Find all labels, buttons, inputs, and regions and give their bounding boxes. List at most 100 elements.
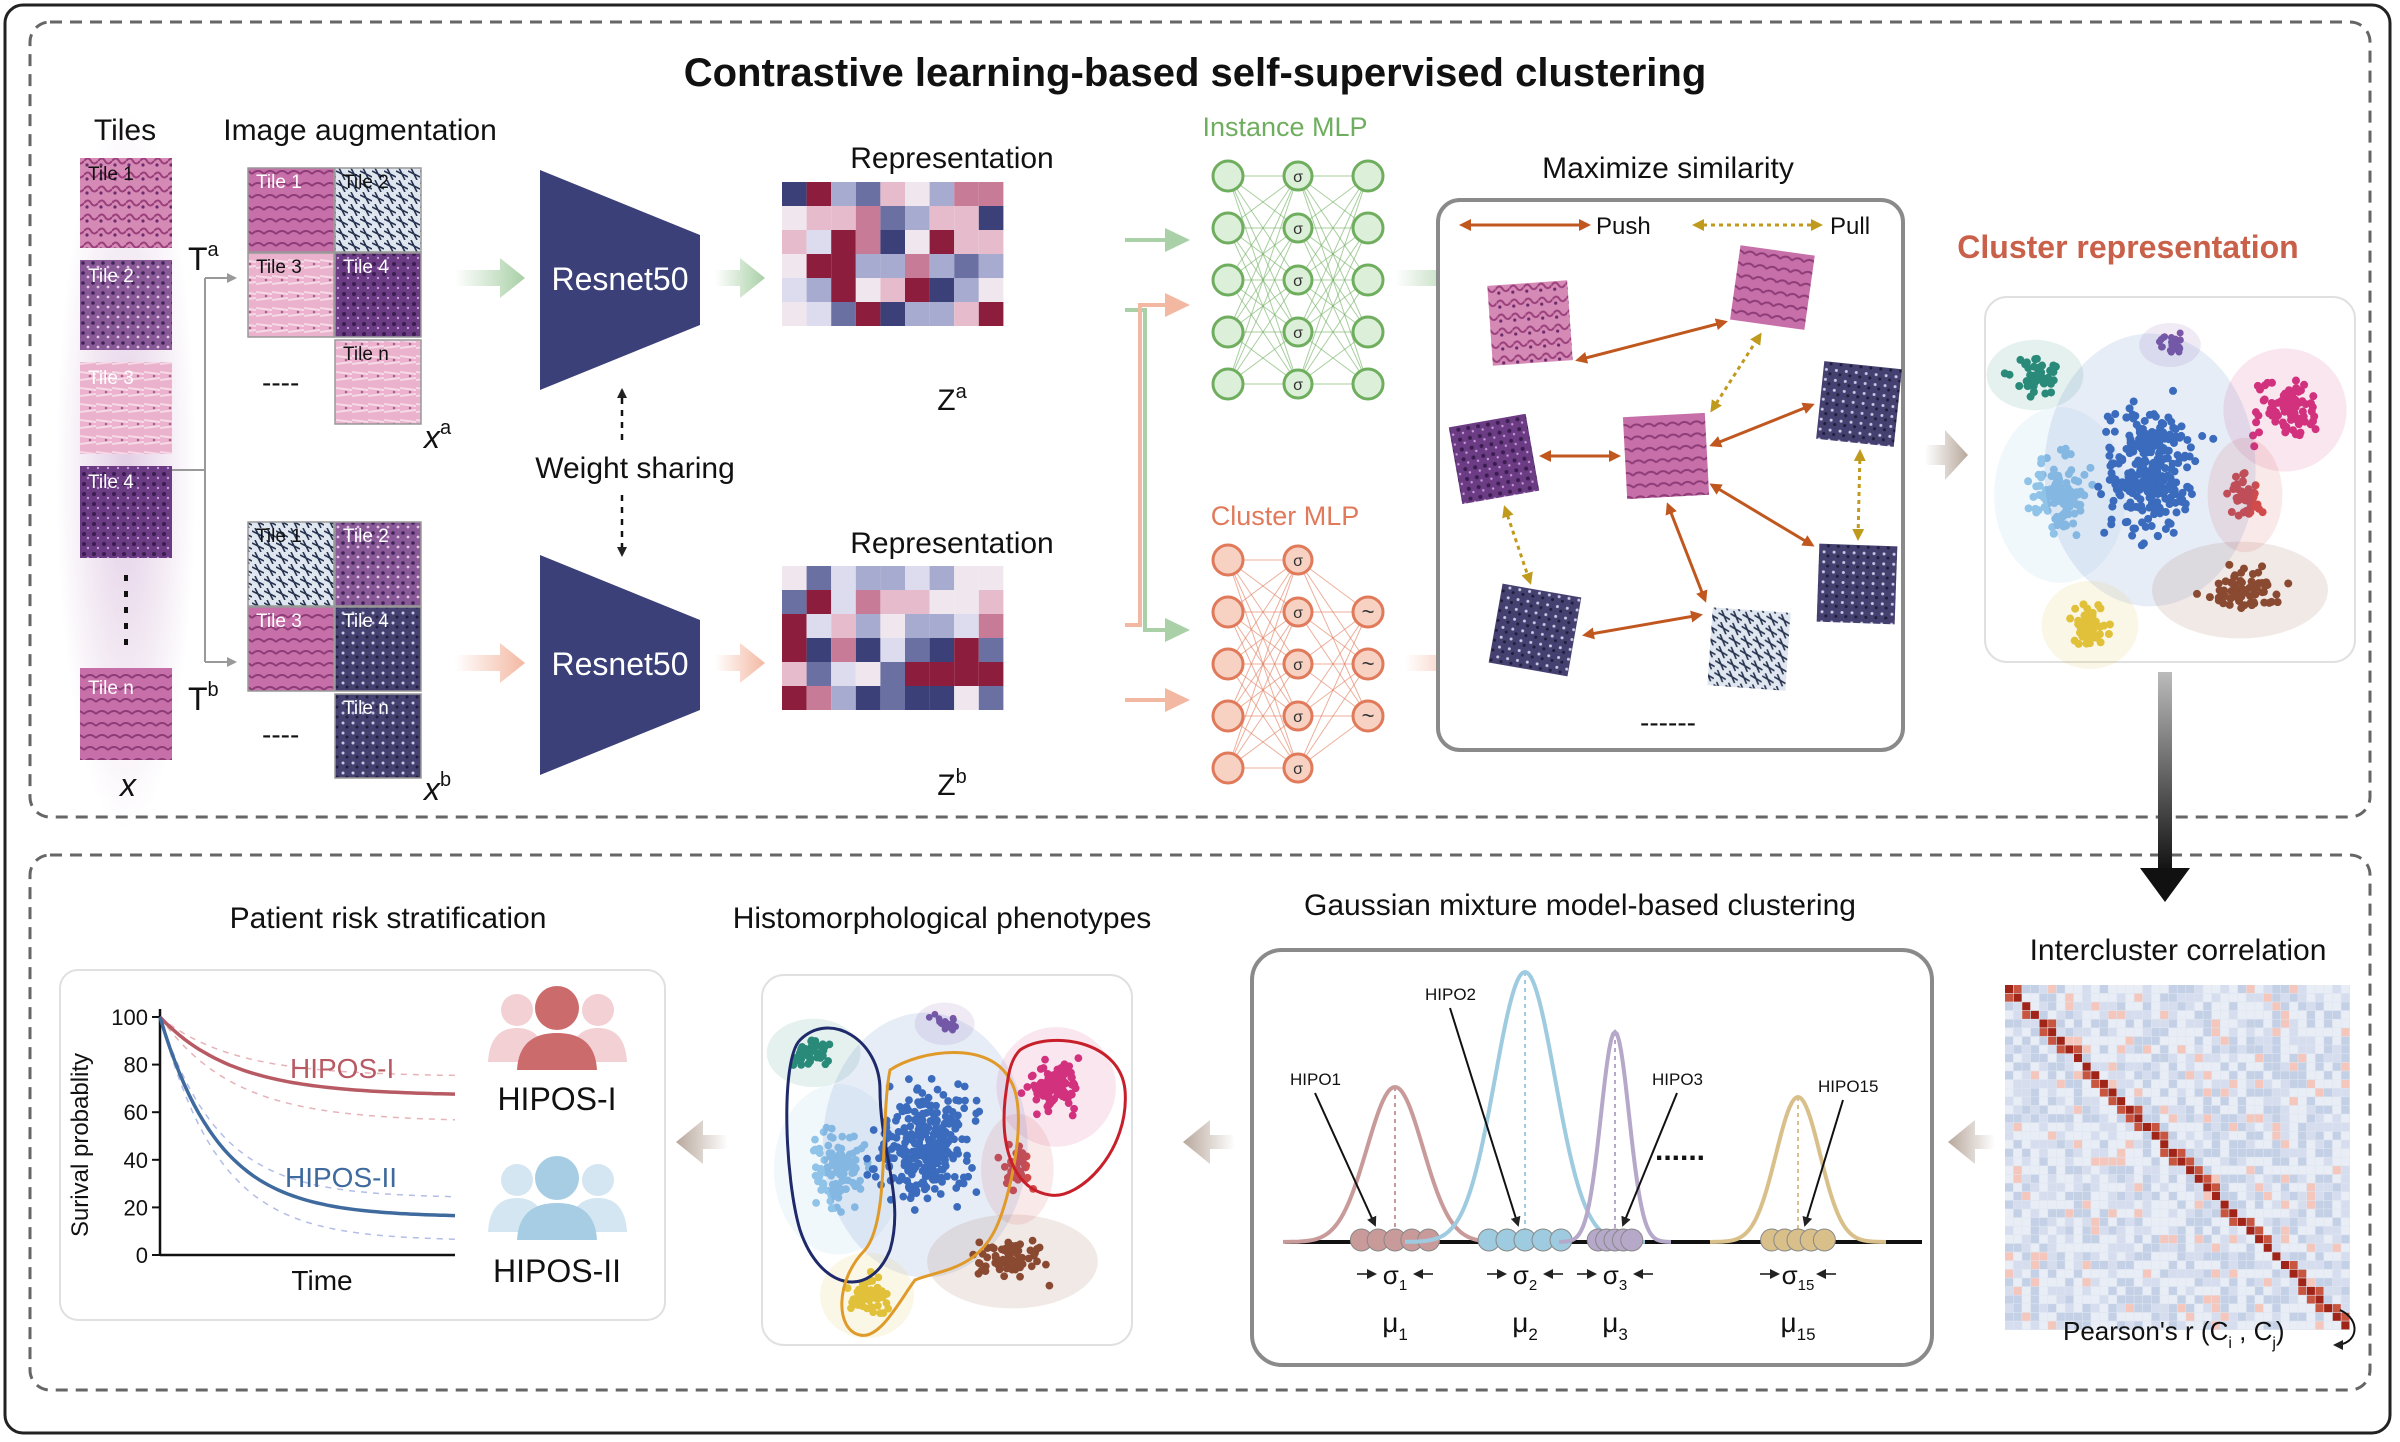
matrix-cell bbox=[2229, 1114, 2238, 1123]
matrix-cell bbox=[2237, 1286, 2246, 1295]
matrix-cell bbox=[2341, 1312, 2350, 1321]
matrix-cell bbox=[2177, 1062, 2186, 1071]
matrix-cell bbox=[2048, 1019, 2057, 1028]
cluster-point bbox=[972, 1109, 981, 1118]
matrix-cell bbox=[2341, 1226, 2350, 1235]
matrix-cell bbox=[2341, 985, 2350, 994]
matrix-cell bbox=[2186, 1148, 2195, 1157]
cluster-point bbox=[2282, 422, 2291, 431]
matrix-cell bbox=[2315, 1261, 2324, 1270]
matrix-cell bbox=[2194, 1105, 2203, 1114]
matrix-cell bbox=[2056, 1192, 2065, 1201]
matrix-cell bbox=[2289, 1079, 2298, 1088]
heatmap-cell bbox=[978, 662, 1004, 686]
matrix-cell bbox=[2272, 1261, 2281, 1270]
matrix-cell bbox=[2022, 1252, 2031, 1261]
matrix-cell bbox=[2056, 1261, 2065, 1270]
matrix-cell bbox=[2056, 1183, 2065, 1192]
cluster-point bbox=[1007, 1259, 1016, 1267]
cluster-point bbox=[2147, 522, 2156, 531]
matrix-cell bbox=[2203, 1105, 2212, 1114]
matrix-cell bbox=[2134, 1209, 2143, 1218]
cluster-point bbox=[2062, 479, 2071, 488]
matrix-cell bbox=[2099, 1192, 2108, 1201]
matrix-cell bbox=[2168, 1019, 2177, 1028]
matrix-cell bbox=[2074, 1226, 2083, 1235]
matrix-cell bbox=[2306, 985, 2315, 994]
matrix-cell bbox=[2030, 1097, 2039, 1106]
matrix-cell bbox=[2005, 1226, 2014, 1235]
matrix-cell bbox=[2315, 1217, 2324, 1226]
cluster-point bbox=[2155, 509, 2164, 518]
cluster-point bbox=[827, 1191, 836, 1200]
matrix-cell bbox=[2177, 1088, 2186, 1097]
matrix-cell bbox=[2022, 1217, 2031, 1226]
matrix-cell bbox=[2005, 1123, 2014, 1132]
matrix-cell bbox=[2160, 1088, 2169, 1097]
matrix-cell bbox=[2091, 1209, 2100, 1218]
matrix-cell bbox=[2194, 1312, 2203, 1321]
cluster-point bbox=[2055, 490, 2064, 499]
matrix-cell bbox=[2022, 1140, 2031, 1149]
matrix-cell bbox=[2324, 1123, 2333, 1132]
matrix-cell bbox=[2074, 1097, 2083, 1106]
matrix-cell bbox=[2263, 1217, 2272, 1226]
matrix-cell bbox=[2341, 1071, 2350, 1080]
matrix-cell bbox=[2013, 1304, 2022, 1313]
cluster-point bbox=[942, 1106, 950, 1115]
matrix-cell bbox=[2281, 1010, 2290, 1019]
matrix-cell bbox=[2255, 1010, 2264, 1019]
pull-legend-label: Pull bbox=[1830, 213, 1870, 240]
cluster-point bbox=[2155, 478, 2164, 487]
matrix-cell bbox=[2255, 1312, 2264, 1321]
matrix-cell bbox=[2065, 1174, 2074, 1183]
y-tick-label: 0 bbox=[136, 1243, 148, 1268]
matrix-cell bbox=[2246, 1278, 2255, 1287]
cluster-point bbox=[2284, 579, 2293, 588]
hipo-pointer bbox=[1449, 1007, 1521, 1227]
matrix-cell bbox=[2186, 1278, 2195, 1287]
matrix-cell bbox=[2168, 1071, 2177, 1080]
matrix-cell bbox=[2255, 1123, 2264, 1132]
cluster-point bbox=[2251, 481, 2260, 490]
matrix-cell bbox=[2306, 993, 2315, 1002]
matrix-cell bbox=[2160, 1131, 2169, 1140]
matrix-cell bbox=[2151, 1079, 2160, 1088]
matrix-cell bbox=[2306, 1243, 2315, 1252]
matrix-cell bbox=[2203, 1183, 2212, 1192]
matrix-cell bbox=[2108, 1148, 2117, 1157]
matrix-cell bbox=[2246, 1192, 2255, 1201]
matrix-cell bbox=[2056, 1200, 2065, 1209]
matrix-cell bbox=[2263, 1010, 2272, 1019]
matrix-cell bbox=[2082, 1079, 2091, 1088]
matrix-cell bbox=[2117, 1148, 2126, 1157]
matrix-cell bbox=[2229, 1157, 2238, 1166]
cluster-point bbox=[2161, 464, 2170, 473]
sample-bead bbox=[1620, 1228, 1644, 1252]
matrix-cell bbox=[2030, 1209, 2039, 1218]
cluster-point bbox=[972, 1096, 981, 1105]
matrix-cell bbox=[2056, 1286, 2065, 1295]
matrix-cell bbox=[2039, 1105, 2048, 1114]
matrix-cell bbox=[2212, 1304, 2221, 1313]
matrix-cell bbox=[2168, 1295, 2177, 1304]
heatmap-cell bbox=[782, 686, 807, 710]
matrix-cell bbox=[2194, 1166, 2203, 1175]
matrix-cell bbox=[2332, 1217, 2341, 1226]
mlp-node bbox=[1282, 316, 1314, 348]
matrix-cell bbox=[2272, 1045, 2281, 1054]
aug-a-label-n: Tile n bbox=[343, 344, 389, 365]
cluster-point bbox=[2293, 416, 2302, 425]
cluster-point bbox=[2298, 397, 2307, 406]
mlp-edge bbox=[1297, 611, 1369, 769]
matrix-cell bbox=[2134, 1217, 2143, 1226]
cluster-point bbox=[918, 1089, 927, 1097]
matrix-cell bbox=[2315, 1321, 2324, 1330]
matrix-cell bbox=[2203, 1036, 2212, 1045]
matrix-cell bbox=[2281, 1157, 2290, 1166]
matrix-cell bbox=[2212, 1235, 2221, 1244]
matrix-cell bbox=[2186, 1157, 2195, 1166]
matrix-cell bbox=[2082, 1105, 2091, 1114]
matrix-cell bbox=[2186, 1243, 2195, 1252]
